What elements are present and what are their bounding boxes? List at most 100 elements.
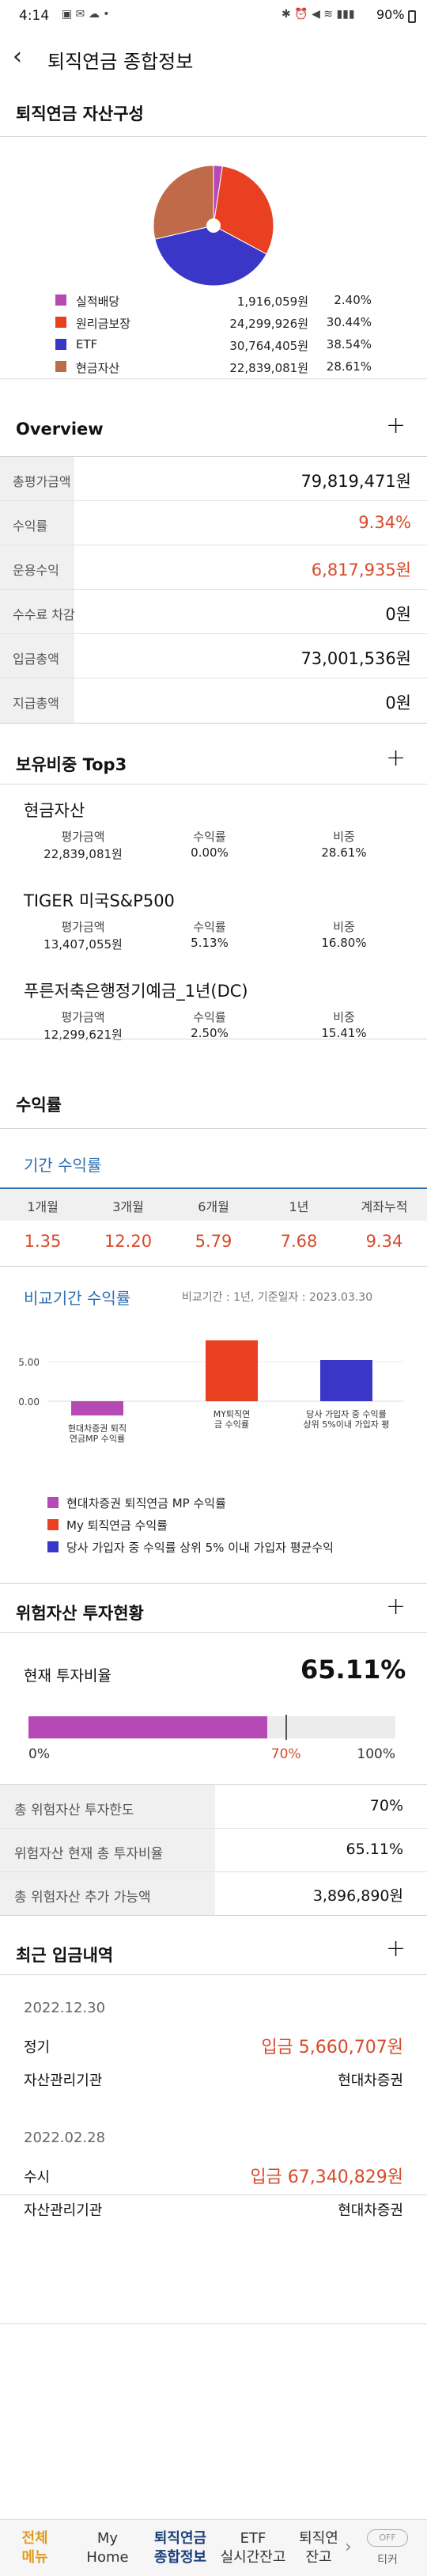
- x-category-label: 당사 가입자 중 수익률: [306, 1409, 387, 1419]
- nav-label: 실시간잔고: [220, 2549, 286, 2566]
- period-return-title: 기간 수익률: [24, 1156, 102, 1175]
- asset-name: ETF: [76, 337, 98, 351]
- pie-slice-3: [153, 165, 214, 240]
- nav-label: 퇴직연: [299, 2530, 338, 2547]
- risk-limit-marker: [285, 1715, 287, 1740]
- overview-value: 0원: [385, 605, 411, 624]
- top3-title: 보유비중 Top3: [16, 755, 127, 774]
- x-category-label: 현대차증권 퇴직: [68, 1423, 127, 1434]
- risk-row: 총 위험자산 추가 가능액 3,896,890원: [0, 1872, 427, 1916]
- risk-bar-track: [28, 1715, 395, 1740]
- nav-label: 전체: [21, 2530, 48, 2547]
- deposit-inst: 현대차증권: [338, 2073, 403, 2089]
- divider: [0, 1128, 427, 1129]
- top3-weight: 16.80%: [321, 936, 367, 950]
- pie-center-hole: [206, 218, 221, 233]
- risk-title: 위험자산 투자현황: [16, 1604, 144, 1623]
- asset-pct: 38.54%: [326, 337, 372, 351]
- app-header: ‹ 퇴직연금 종합정보: [0, 35, 427, 98]
- period-header: 1개월: [27, 1199, 59, 1214]
- risk-bar-fill: [28, 1716, 268, 1738]
- y-tick-label: 5.00: [18, 1357, 40, 1368]
- asset-name: 원리금보장: [76, 317, 131, 331]
- overview-table: 총평가금액 79,819,471원 수익률 9.34% 운용수익 6,817,935원 수수…: [0, 456, 427, 724]
- top3-item-name: TIGER 미국S&P500: [24, 891, 175, 910]
- battery-icon: [408, 10, 416, 23]
- divider: [0, 784, 427, 785]
- top3-item-name: 현금자산: [24, 801, 85, 820]
- nav-label: 종합정보: [153, 2549, 207, 2566]
- overview-label: 수수료 차감: [13, 607, 75, 622]
- overview-row: 수수료 차감 0원: [0, 590, 427, 634]
- overview-value: 0원: [385, 693, 411, 712]
- notification-icons: ▣ ✉ ☁ •: [62, 8, 110, 21]
- top3-expand-icon[interactable]: +: [386, 744, 406, 772]
- divider: [0, 136, 427, 137]
- overview-label: 운용수익: [13, 563, 59, 578]
- period-return-header-row: [0, 1189, 427, 1221]
- bar-1: [206, 1340, 258, 1401]
- top3-header-weight: 비중: [333, 1010, 355, 1024]
- asset-legend-row: 실적배당 1,916,059원 2.40%: [55, 291, 387, 313]
- period-header: 1년: [289, 1199, 309, 1214]
- divider: [0, 2194, 427, 2195]
- top3-eval: 13,407,055원: [43, 937, 123, 952]
- overview-label-column: [0, 457, 74, 723]
- page-title: 퇴직연금 종합정보: [47, 51, 194, 73]
- period-header: 계좌누적: [361, 1199, 408, 1214]
- compare-legend-label: 당사 가입자 중 수익률 상위 5% 이내 가입자 평균수익: [66, 1541, 334, 1555]
- risk-current-label: 현재 투자비율: [24, 1667, 111, 1685]
- nav-pension-info[interactable]: 퇴직연금 종합정보: [142, 2529, 218, 2567]
- legend-swatch: [55, 361, 66, 372]
- overview-expand-icon[interactable]: +: [386, 412, 406, 439]
- overview-label: 입금총액: [13, 652, 59, 667]
- overview-label: 수익률: [13, 519, 48, 534]
- risk-label: 총 위험자산 투자한도: [14, 1803, 134, 1818]
- nav-label: My: [96, 2530, 119, 2547]
- ticker-toggle[interactable]: OFF: [367, 2529, 408, 2547]
- risk-label: 위험자산 현재 총 투자비율: [14, 1846, 164, 1862]
- risk-value: 70%: [369, 1797, 403, 1814]
- bar-2: [320, 1360, 372, 1401]
- chevron-right-icon[interactable]: ›: [345, 2537, 352, 2557]
- deposit-inst: 현대차증권: [338, 2202, 403, 2219]
- status-bar: 4:14 ▣ ✉ ☁ • ✱ ⏰ ◀ ≋ ▮▮▮ 90%: [0, 0, 427, 35]
- y-tick-label: 0.00: [18, 1396, 40, 1408]
- top3-header-eval: 평가금액: [61, 830, 105, 844]
- nav-label: Home: [86, 2549, 129, 2566]
- overview-row: 입금총액 73,001,536원: [0, 634, 427, 678]
- overview-label: 총평가금액: [13, 474, 71, 489]
- risk-table: 총 위험자산 투자한도 70% 위험자산 현재 총 투자비율 65.11% 총 위험자산…: [0, 1784, 427, 1916]
- nav-label: ETF: [240, 2530, 266, 2547]
- compare-legend-row: 현대차증권 퇴직연금 MP 수익률: [47, 1493, 411, 1515]
- deposit-inst-label: 자산관리기관: [24, 2073, 103, 2089]
- asset-amount: 1,916,059원: [236, 294, 308, 309]
- risk-expand-icon[interactable]: +: [386, 1593, 406, 1620]
- deposits-title: 최근 입금내역: [16, 1946, 114, 1965]
- legend-swatch: [55, 317, 66, 328]
- asset-amount: 24,299,926원: [229, 317, 308, 331]
- nav-etf-balance[interactable]: ETF 실시간잔고: [212, 2529, 294, 2567]
- risk-scale-limit: 70%: [270, 1746, 301, 1762]
- top3-header-weight: 비중: [333, 830, 355, 844]
- overview-row: 운용수익 6,817,935원: [0, 545, 427, 590]
- top3-weight: 15.41%: [321, 1026, 367, 1040]
- asset-amount: 22,839,081원: [229, 361, 308, 375]
- ticker-label: 티커: [377, 2554, 398, 2567]
- period-value: 12.20: [104, 1232, 153, 1251]
- top3-header-ret: 수익률: [193, 920, 226, 934]
- nav-all-menu[interactable]: 전체 메뉴: [6, 2529, 63, 2567]
- compare-return-title: 비교기간 수익률: [24, 1289, 131, 1308]
- system-icons: ✱ ⏰ ◀ ≋ ▮▮▮: [282, 8, 355, 21]
- compare-legend-row: 당사 가입자 중 수익률 상위 5% 이내 가입자 평균수익: [47, 1537, 411, 1560]
- overview-value: 73,001,536원: [300, 649, 411, 668]
- risk-current-value: 65.11%: [300, 1655, 406, 1685]
- deposits-expand-icon[interactable]: +: [386, 1935, 406, 1962]
- overview-label: 지급총액: [13, 696, 59, 711]
- bar-0: [71, 1401, 123, 1415]
- nav-my-home[interactable]: My Home: [76, 2529, 139, 2567]
- nav-pension-balance[interactable]: 퇴직연 잔고: [289, 2529, 348, 2567]
- divider: [0, 1583, 427, 1584]
- back-arrow-icon[interactable]: ‹: [13, 43, 22, 70]
